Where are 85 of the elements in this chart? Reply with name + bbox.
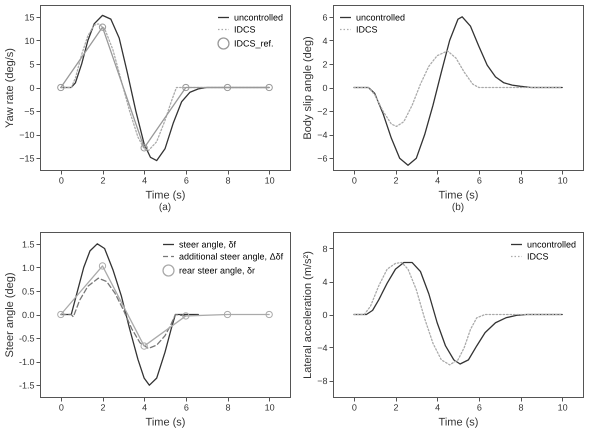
y-tick-label: 1.5 xyxy=(22,239,34,250)
legend-label: IDCS xyxy=(527,252,549,262)
legend-label: uncontrolled xyxy=(527,240,576,250)
y-tick-label: −2 xyxy=(317,106,328,117)
text: (b) xyxy=(452,202,464,213)
x-tick-label: 0 xyxy=(58,402,64,412)
legend-label: uncontrolled xyxy=(234,12,284,22)
x-tick-label: 0 xyxy=(352,176,357,186)
y-tick-label: 8 xyxy=(322,244,328,254)
y-tick-label: 0 xyxy=(322,310,328,320)
point xyxy=(224,310,232,318)
legend-label: additional steer angle, Δδf xyxy=(179,252,284,262)
x-tick-label: 2 xyxy=(393,402,399,412)
legend-label: steer angle, δf xyxy=(179,240,237,250)
legend-label: IDCS xyxy=(234,24,256,34)
y-tick-label: 0 xyxy=(29,83,34,93)
point xyxy=(182,312,190,320)
text: (a) xyxy=(158,202,172,213)
point xyxy=(224,84,232,92)
x-tick-label: 10 xyxy=(264,176,275,186)
point xyxy=(98,262,106,270)
y-tick-label: -1.5 xyxy=(18,380,34,391)
x-tick-label: 10 xyxy=(558,176,568,186)
x-axis-title: Time (s) xyxy=(438,416,478,428)
y-tick-label: -0.5 xyxy=(18,334,34,344)
y-tick-label: 10 xyxy=(24,36,34,46)
legend-label: IDCS xyxy=(356,24,378,34)
y-tick-label: −4 xyxy=(317,130,328,140)
y-tick-label: 1.0 xyxy=(22,262,34,273)
y-tick-label: −8 xyxy=(317,376,328,386)
legend-label: rear steer angle, δr xyxy=(179,266,256,276)
y-tick-label: 4 xyxy=(322,36,328,46)
x-tick-label: 6 xyxy=(184,402,189,412)
y-axis-title: Lateral acceleration (m/s²) xyxy=(302,251,314,379)
x-tick-label: 8 xyxy=(225,402,231,412)
point xyxy=(98,24,106,31)
y-tick-label: −4 xyxy=(317,343,328,353)
x-tick-label: 0 xyxy=(352,402,357,412)
x-tick-label: 6 xyxy=(476,176,482,186)
x-tick-label: 10 xyxy=(558,402,568,412)
point xyxy=(266,84,273,92)
y-tick-label: 0 xyxy=(322,83,328,93)
point xyxy=(57,84,64,92)
x-tick-label: 6 xyxy=(476,402,482,412)
y-tick-label: -1.0 xyxy=(18,357,34,368)
y-axis-title: Yaw rate (deg/s) xyxy=(4,48,16,128)
legend-label: uncontrolled xyxy=(356,12,406,22)
y-tick-label: 15 xyxy=(24,12,34,22)
y-tick-label: −6 xyxy=(317,154,328,164)
y-axis-title: Body slip angle (deg) xyxy=(302,36,314,140)
point xyxy=(266,310,273,318)
x-tick-label: 0 xyxy=(58,176,64,186)
point xyxy=(140,342,148,350)
x-axis-title: Time (s) xyxy=(146,416,186,428)
point xyxy=(57,310,64,318)
line-series xyxy=(353,50,563,128)
line-series xyxy=(60,278,186,350)
x-tick-label: 8 xyxy=(518,176,524,186)
y-tick-label: 5 xyxy=(29,59,34,70)
y-tick-label: −15 xyxy=(19,154,34,164)
y-tick-label: 0.0 xyxy=(22,310,34,320)
point xyxy=(140,144,148,152)
x-tick-label: 4 xyxy=(435,402,440,412)
x-tick-label: 4 xyxy=(142,402,148,412)
y-tick-label: 2 xyxy=(322,59,328,70)
y-tick-label: 4 xyxy=(322,277,328,287)
x-tick-label: 2 xyxy=(100,176,106,186)
x-tick-label: 2 xyxy=(100,402,106,412)
x-axis-title: Time (s) xyxy=(146,190,186,202)
legend-label: IDCS_ref. xyxy=(234,38,274,48)
x-axis-title: Time (s) xyxy=(438,190,478,202)
x-tick-label: 4 xyxy=(435,176,440,186)
y-tick-label: 0.5 xyxy=(22,286,34,296)
x-tick-label: 8 xyxy=(225,176,231,186)
point xyxy=(182,84,190,92)
x-tick-label: 4 xyxy=(142,176,148,186)
x-tick-label: 2 xyxy=(393,176,399,186)
y-tick-label: −5 xyxy=(24,106,34,117)
x-tick-label: 8 xyxy=(518,402,524,412)
x-tick-label: 6 xyxy=(184,176,189,186)
line-series xyxy=(353,16,563,166)
y-axis-title: Steer angle (deg) xyxy=(4,272,16,358)
y-tick-label: −10 xyxy=(19,130,34,140)
y-tick-label: 6 xyxy=(322,12,328,22)
x-tick-label: 10 xyxy=(264,402,275,412)
